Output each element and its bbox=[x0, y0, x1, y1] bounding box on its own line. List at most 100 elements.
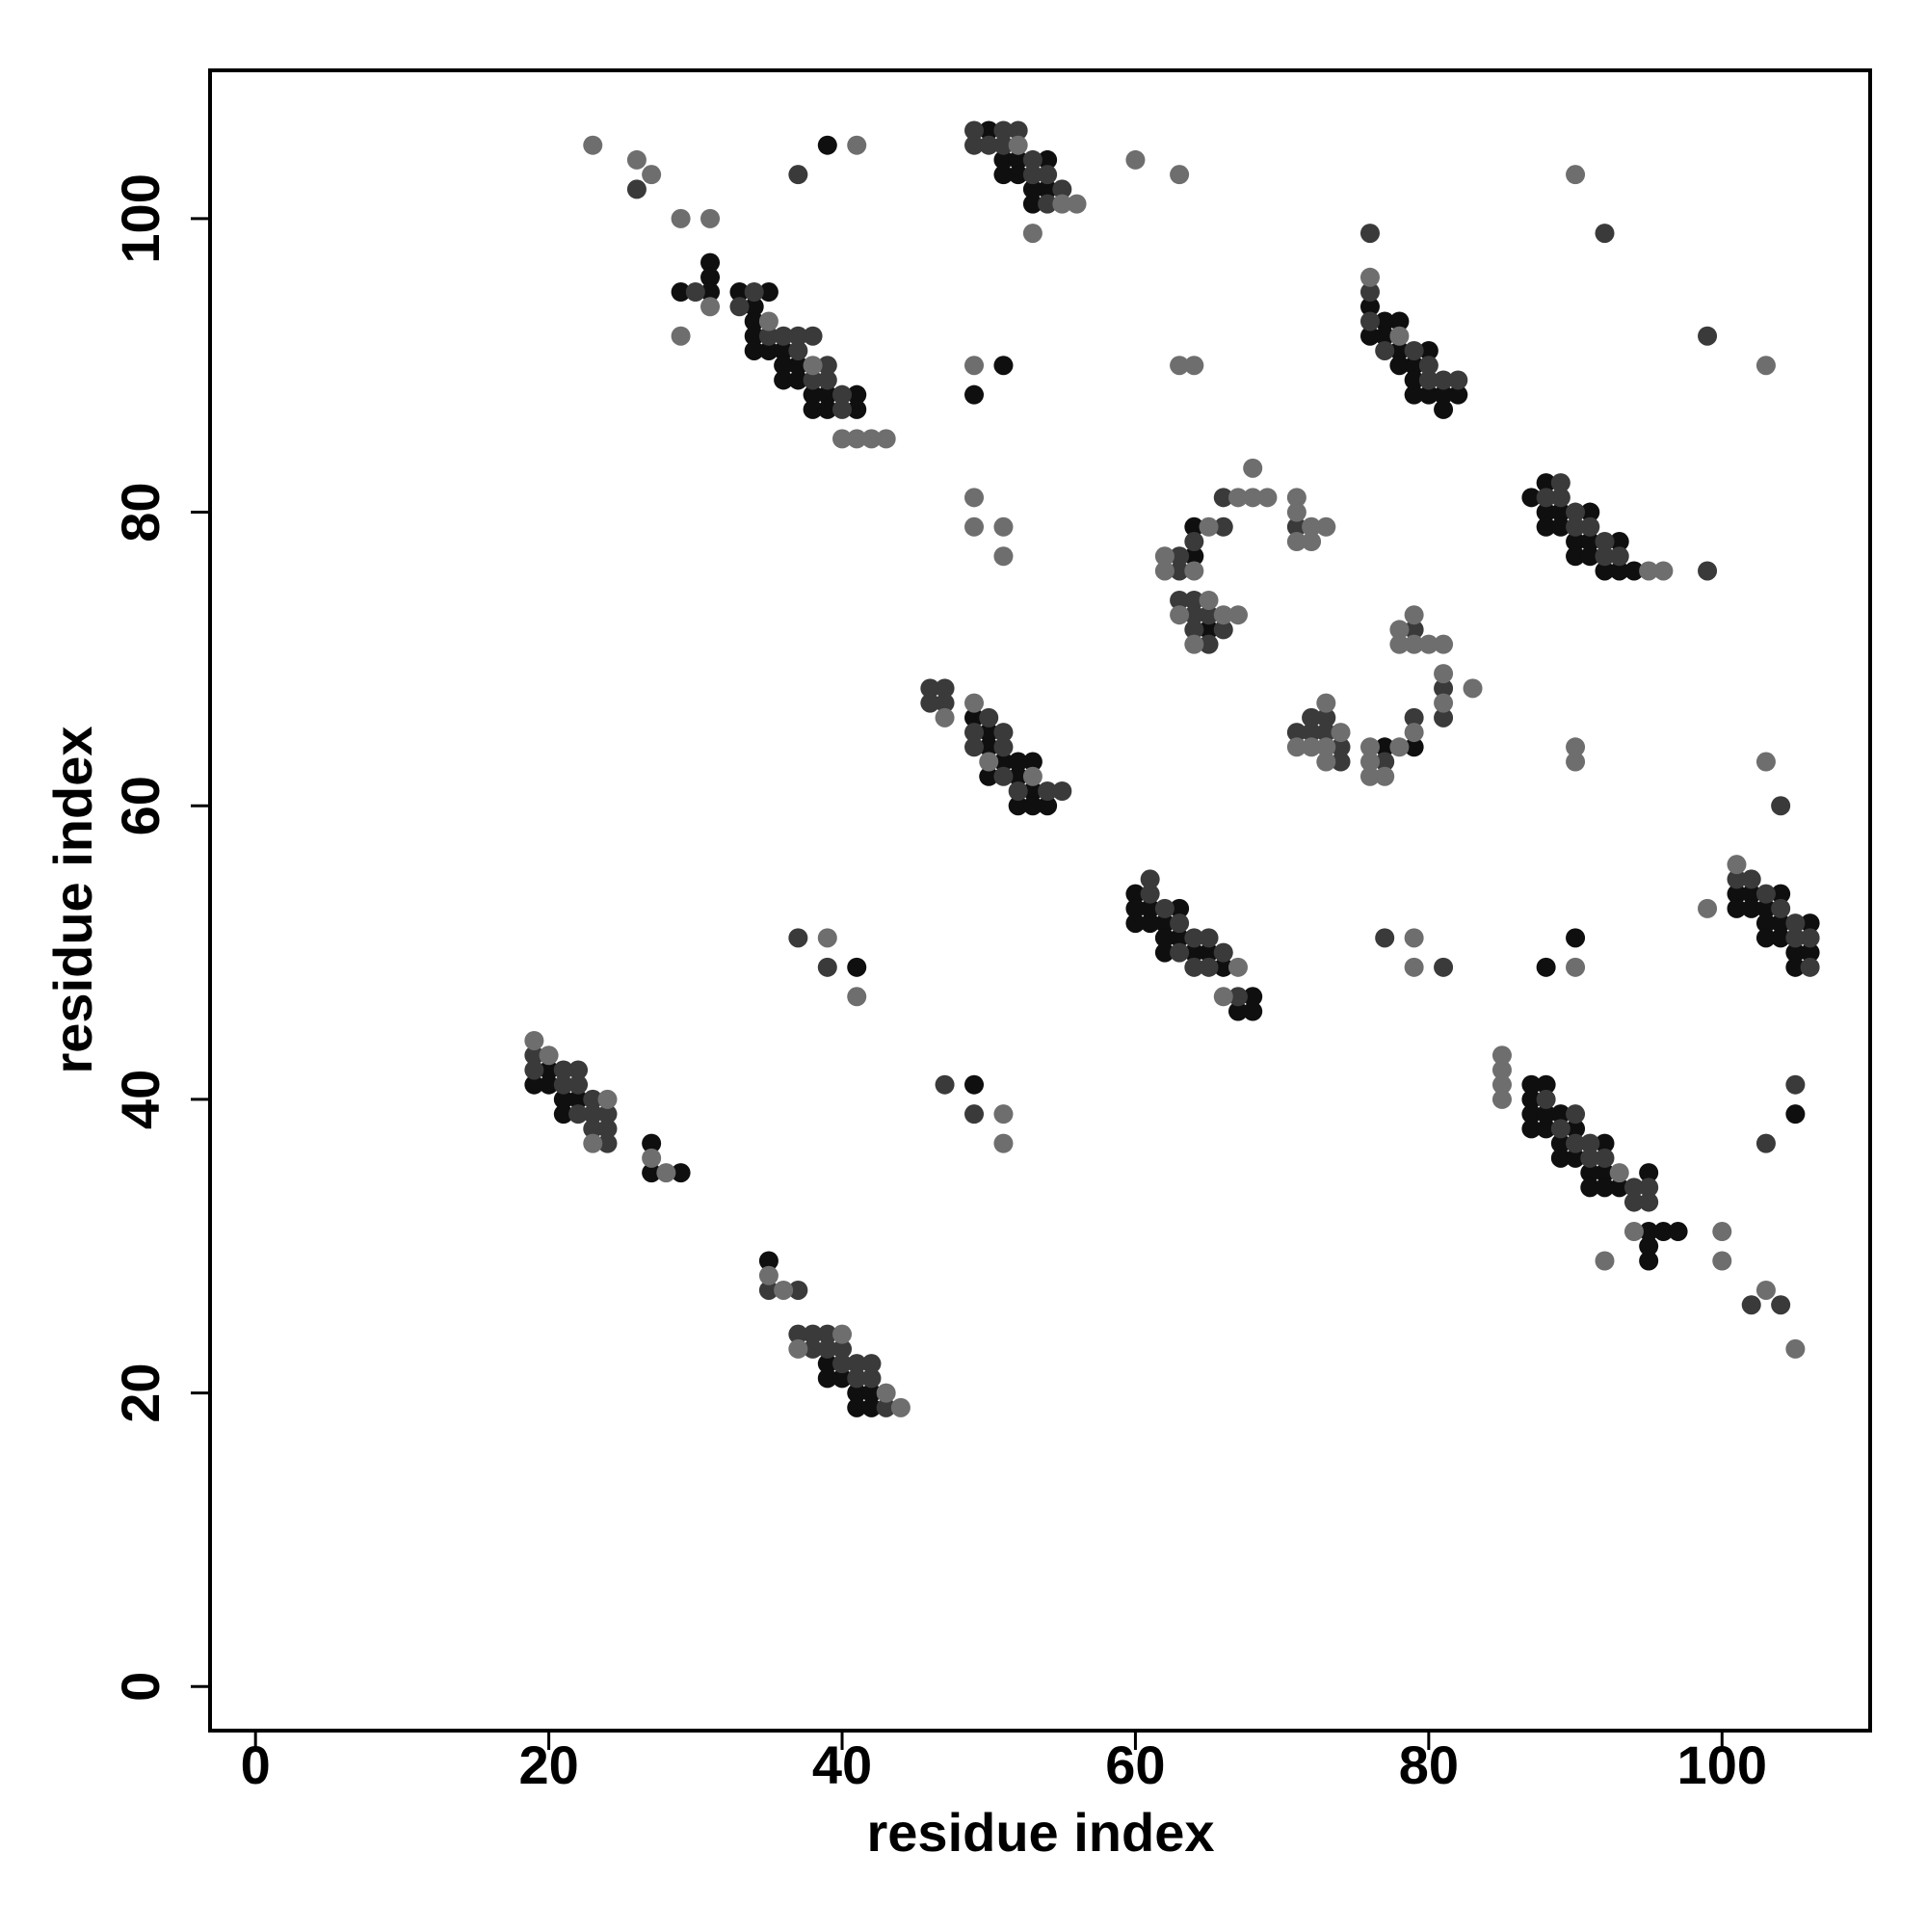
point bbox=[1316, 752, 1336, 772]
point bbox=[1286, 488, 1307, 508]
point bbox=[1550, 502, 1571, 522]
point bbox=[1755, 898, 1776, 918]
point bbox=[803, 326, 823, 346]
point bbox=[1359, 311, 1380, 331]
point bbox=[553, 1089, 573, 1109]
point bbox=[1038, 165, 1058, 185]
point bbox=[524, 1045, 544, 1066]
point bbox=[1302, 516, 1322, 537]
point bbox=[1302, 707, 1322, 728]
point bbox=[1170, 165, 1190, 185]
point bbox=[1434, 634, 1454, 654]
point bbox=[1668, 1222, 1688, 1242]
point bbox=[1434, 707, 1454, 728]
point bbox=[1580, 532, 1600, 552]
point bbox=[861, 1368, 882, 1389]
point bbox=[861, 1354, 882, 1374]
y-axis-title: residue index bbox=[42, 726, 103, 1073]
point bbox=[993, 1104, 1014, 1125]
point bbox=[1580, 1148, 1600, 1168]
point bbox=[597, 1089, 618, 1109]
point bbox=[1771, 1295, 1791, 1315]
point bbox=[1639, 561, 1659, 581]
point bbox=[1639, 1236, 1659, 1257]
point bbox=[1286, 532, 1307, 552]
point bbox=[1491, 1089, 1512, 1109]
point bbox=[1550, 488, 1571, 508]
point bbox=[1125, 913, 1146, 934]
point bbox=[1316, 723, 1336, 743]
point bbox=[1140, 884, 1160, 904]
point bbox=[1434, 370, 1454, 390]
point bbox=[553, 1074, 573, 1095]
point bbox=[1227, 987, 1248, 1007]
point bbox=[832, 1324, 853, 1344]
point bbox=[1170, 590, 1190, 610]
point bbox=[1580, 1133, 1600, 1153]
point bbox=[1170, 561, 1190, 581]
point bbox=[817, 957, 837, 977]
point bbox=[1170, 356, 1190, 376]
point bbox=[1286, 516, 1307, 537]
point bbox=[626, 179, 647, 199]
point bbox=[1199, 620, 1219, 640]
point bbox=[1448, 370, 1468, 390]
point bbox=[1491, 1060, 1512, 1080]
point bbox=[993, 766, 1014, 786]
point bbox=[1404, 928, 1424, 948]
point bbox=[1434, 399, 1454, 419]
point bbox=[1521, 1074, 1542, 1095]
point bbox=[1243, 458, 1263, 478]
point bbox=[597, 1104, 618, 1125]
point bbox=[1375, 340, 1395, 360]
point bbox=[1712, 1222, 1732, 1242]
point bbox=[1184, 532, 1204, 552]
point bbox=[1227, 605, 1248, 625]
point bbox=[1008, 752, 1028, 772]
point bbox=[847, 399, 867, 419]
point bbox=[1154, 561, 1175, 581]
point bbox=[1566, 532, 1586, 552]
point bbox=[1404, 634, 1424, 654]
point bbox=[817, 135, 837, 155]
point bbox=[1550, 1148, 1571, 1168]
point bbox=[1785, 942, 1806, 963]
point bbox=[1359, 326, 1380, 346]
point bbox=[1154, 928, 1175, 948]
point bbox=[1227, 488, 1248, 508]
point bbox=[993, 737, 1014, 757]
point bbox=[1623, 1222, 1644, 1242]
point bbox=[1755, 1280, 1776, 1300]
point bbox=[700, 252, 721, 273]
point bbox=[803, 399, 823, 419]
point bbox=[803, 370, 823, 390]
y-tick-label: 100 bbox=[110, 173, 171, 263]
point bbox=[1785, 1338, 1806, 1359]
point bbox=[729, 297, 750, 317]
point bbox=[876, 1397, 896, 1417]
point bbox=[1550, 1104, 1571, 1125]
point bbox=[524, 1060, 544, 1080]
point bbox=[1566, 957, 1586, 977]
point bbox=[832, 1368, 853, 1389]
point bbox=[1199, 928, 1219, 948]
point bbox=[1521, 1104, 1542, 1125]
point bbox=[964, 723, 985, 743]
point bbox=[935, 678, 955, 699]
x-tick-label: 20 bbox=[518, 1734, 578, 1795]
point bbox=[1566, 516, 1586, 537]
point bbox=[1184, 516, 1204, 537]
point bbox=[803, 356, 823, 376]
point bbox=[1595, 561, 1615, 581]
point bbox=[1213, 957, 1233, 977]
point bbox=[1566, 546, 1586, 567]
point bbox=[979, 737, 999, 757]
point bbox=[1609, 532, 1629, 552]
point bbox=[1154, 898, 1175, 918]
point bbox=[1170, 913, 1190, 934]
point bbox=[876, 429, 896, 449]
point bbox=[1712, 1251, 1732, 1271]
point bbox=[744, 311, 764, 331]
point bbox=[1331, 737, 1351, 757]
point bbox=[1359, 297, 1380, 317]
